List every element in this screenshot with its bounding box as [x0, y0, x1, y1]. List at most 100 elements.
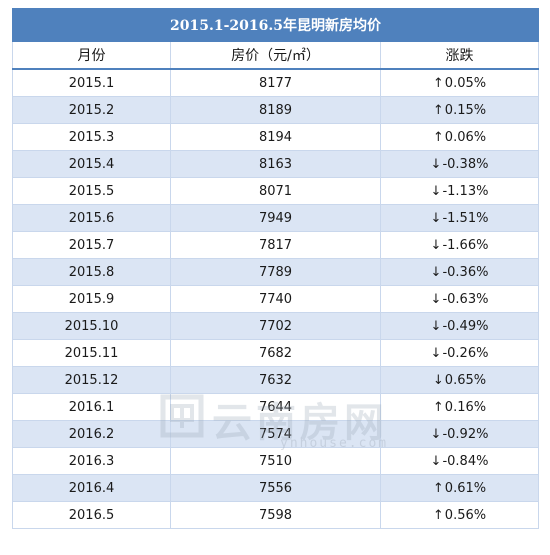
price-cell: 7817 — [170, 231, 381, 259]
price-cell: 7740 — [170, 285, 381, 313]
change-value: 0.65% — [444, 372, 487, 388]
month-cell: 2016.1 — [12, 393, 171, 421]
change-value: -1.66% — [442, 237, 489, 253]
table-row: 2015.4 8163 ↓-0.38% — [12, 150, 540, 178]
change-value: -0.36% — [442, 264, 489, 280]
header-row: 月份 房价（元/㎡） 涨跌 — [12, 41, 540, 70]
table-row: 2016.4 7556 ↑0.61% — [12, 474, 540, 502]
price-cell: 7510 — [170, 447, 381, 475]
arrow-up-icon: ↑ — [432, 480, 444, 496]
month-cell: 2015.3 — [12, 123, 171, 151]
price-cell: 7644 — [170, 393, 381, 421]
month-cell: 2015.8 — [12, 258, 171, 286]
month-cell: 2016.4 — [12, 474, 171, 502]
month-cell: 2016.5 — [12, 501, 171, 529]
change-cell: ↑0.61% — [379, 474, 540, 502]
arrow-up-icon: ↑ — [432, 129, 444, 145]
table-row: 2016.3 7510 ↓-0.84% — [12, 447, 540, 475]
arrow-down-icon: ↓ — [430, 291, 442, 307]
arrow-down-icon: ↓ — [430, 183, 442, 199]
arrow-up-icon: ↑ — [432, 507, 444, 523]
month-cell: 2015.1 — [12, 68, 171, 97]
table-row: 2015.7 7817 ↓-1.66% — [12, 231, 540, 259]
change-cell: ↑0.06% — [379, 123, 540, 151]
change-cell: ↓-0.36% — [379, 258, 540, 286]
title-row: 2015.1-2016.5年昆明新房均价 — [11, 8, 540, 42]
change-cell: ↑0.56% — [379, 501, 540, 529]
change-value: 0.61% — [444, 480, 487, 496]
price-cell: 7556 — [170, 474, 381, 502]
change-value: -0.38% — [442, 156, 489, 172]
price-cell: 7682 — [170, 339, 381, 367]
change-value: -0.84% — [442, 453, 489, 469]
change-cell: ↓-0.38% — [379, 150, 540, 178]
price-cell: 8189 — [170, 96, 381, 124]
change-cell: ↓-1.66% — [379, 231, 540, 259]
table-row: 2015.5 8071 ↓-1.13% — [12, 177, 540, 205]
table-row: 2015.1 8177 ↑0.05% — [12, 68, 540, 97]
month-cell: 2015.6 — [12, 204, 171, 232]
change-cell: ↓-0.49% — [379, 312, 540, 340]
table-row: 2015.10 7702 ↓-0.49% — [12, 312, 540, 340]
price-cell: 8177 — [170, 68, 381, 97]
table-body: 2015.1 8177 ↑0.05% 2015.2 8189 ↑0.15% 2015.3 81… — [12, 68, 540, 529]
column-header-change: 涨跌 — [379, 41, 540, 70]
price-cell: 7789 — [170, 258, 381, 286]
table-title: 2015.1-2016.5年昆明新房均价 — [11, 8, 540, 42]
arrow-up-icon: ↑ — [432, 102, 444, 118]
month-cell: 2015.12 — [12, 366, 171, 394]
change-value: 0.15% — [444, 102, 487, 118]
change-cell: ↓-0.63% — [379, 285, 540, 313]
change-value: -0.92% — [442, 426, 489, 442]
change-cell: ↓-0.84% — [379, 447, 540, 475]
price-cell: 7598 — [170, 501, 381, 529]
arrow-down-icon: ↓ — [430, 210, 442, 226]
month-cell: 2015.11 — [12, 339, 171, 367]
table-row: 2015.12 7632 ↓0.65% — [12, 366, 540, 394]
change-value: -1.51% — [442, 210, 489, 226]
change-value: 0.05% — [444, 75, 487, 91]
change-value: -1.13% — [442, 183, 489, 199]
table-row: 2016.2 7574 ↓-0.92% — [12, 420, 540, 448]
table-row: 2016.1 7644 ↑0.16% — [12, 393, 540, 421]
arrow-down-icon: ↓ — [430, 318, 442, 334]
column-header-price: 房价（元/㎡） — [170, 41, 381, 70]
table-row: 2015.2 8189 ↑0.15% — [12, 96, 540, 124]
price-cell: 8194 — [170, 123, 381, 151]
price-cell: 7574 — [170, 420, 381, 448]
change-value: 0.56% — [444, 507, 487, 523]
table-row: 2016.5 7598 ↑0.56% — [12, 501, 540, 529]
change-cell: ↓-0.92% — [379, 420, 540, 448]
change-cell: ↓-1.51% — [379, 204, 540, 232]
month-cell: 2015.5 — [12, 177, 171, 205]
change-value: 0.06% — [444, 129, 487, 145]
arrow-down-icon: ↓ — [430, 345, 442, 361]
price-cell: 7702 — [170, 312, 381, 340]
month-cell: 2015.2 — [12, 96, 171, 124]
arrow-down-icon: ↓ — [432, 372, 444, 388]
column-header-month: 月份 — [12, 41, 171, 70]
table-row: 2015.11 7682 ↓-0.26% — [12, 339, 540, 367]
change-cell: ↓0.65% — [379, 366, 540, 394]
month-cell: 2015.10 — [12, 312, 171, 340]
price-cell: 7632 — [170, 366, 381, 394]
arrow-down-icon: ↓ — [430, 264, 442, 280]
price-cell: 8163 — [170, 150, 381, 178]
month-cell: 2016.3 — [12, 447, 171, 475]
month-cell: 2015.4 — [12, 150, 171, 178]
change-value: -0.63% — [442, 291, 489, 307]
change-cell: ↑0.15% — [379, 96, 540, 124]
change-cell: ↑0.16% — [379, 393, 540, 421]
change-cell: ↓-1.13% — [379, 177, 540, 205]
arrow-down-icon: ↓ — [430, 426, 442, 442]
price-cell: 8071 — [170, 177, 381, 205]
change-cell: ↓-0.26% — [379, 339, 540, 367]
arrow-down-icon: ↓ — [430, 156, 442, 172]
arrow-up-icon: ↑ — [432, 399, 444, 415]
month-cell: 2015.7 — [12, 231, 171, 259]
table-row: 2015.9 7740 ↓-0.63% — [12, 285, 540, 313]
table-row: 2015.8 7789 ↓-0.36% — [12, 258, 540, 286]
change-value: -0.49% — [442, 318, 489, 334]
price-cell: 7949 — [170, 204, 381, 232]
table-row: 2015.3 8194 ↑0.06% — [12, 123, 540, 151]
